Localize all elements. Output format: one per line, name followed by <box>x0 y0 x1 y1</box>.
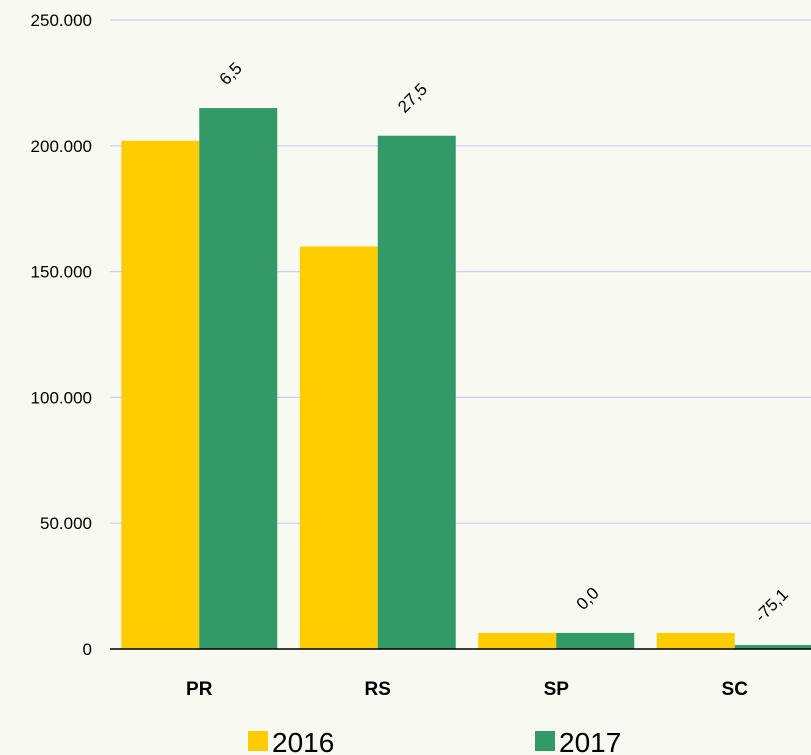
y-tick-label: 50.000 <box>40 514 92 533</box>
bar <box>556 632 635 649</box>
bar <box>299 246 378 649</box>
bar <box>656 632 735 649</box>
x-tick-label: SP <box>544 679 570 700</box>
legend-swatch <box>535 731 555 751</box>
x-tick-label: RS <box>365 679 391 700</box>
x-tick-label: SC <box>722 679 749 700</box>
y-tick-label: 250.000 <box>31 11 92 30</box>
bar <box>478 632 557 649</box>
legend-swatch <box>248 731 268 751</box>
legend-label: 2017 <box>559 727 621 755</box>
bar <box>734 644 811 649</box>
legend-label: 2016 <box>272 727 334 755</box>
y-tick-label: 0 <box>83 640 92 659</box>
bar <box>121 140 200 649</box>
bar <box>199 108 278 649</box>
change-label: 6,5 <box>216 59 246 89</box>
x-tick-label: PR <box>186 679 213 700</box>
y-tick-label: 200.000 <box>31 137 92 156</box>
bar <box>377 135 456 650</box>
y-tick-label: 150.000 <box>31 263 92 282</box>
change-label: 27,5 <box>394 80 431 117</box>
change-label: 0,0 <box>573 584 603 614</box>
change-label: -75,1 <box>751 585 792 626</box>
y-tick-label: 100.000 <box>31 388 92 407</box>
